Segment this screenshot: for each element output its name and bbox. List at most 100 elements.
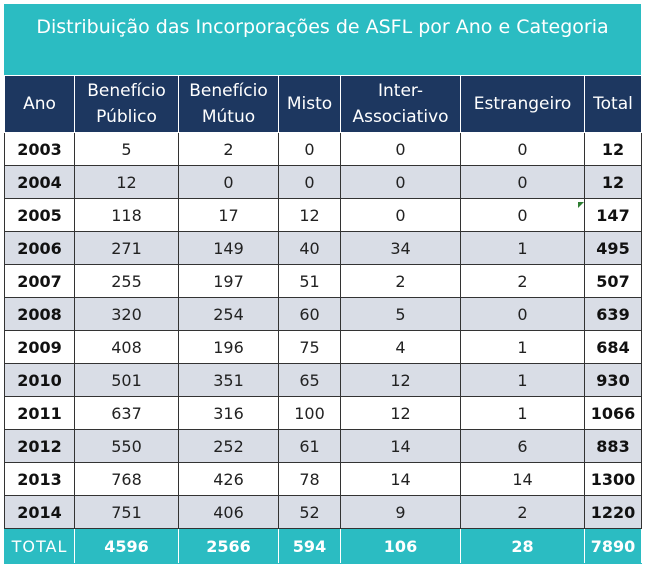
cell-total: 507 bbox=[584, 264, 642, 298]
table-row: 2011 637 316 100 12 1 1066 bbox=[4, 396, 642, 430]
cell-mutual-benefit: 196 bbox=[178, 330, 279, 364]
table-row: 2005 118 17 12 0 0 147 bbox=[4, 198, 642, 232]
cell-year: 2011 bbox=[4, 396, 75, 430]
cell-foreign: 1 bbox=[460, 396, 585, 430]
cell-year: 2004 bbox=[4, 165, 75, 199]
cell-total: 930 bbox=[584, 363, 642, 397]
table-row: 2008 320 254 60 5 0 639 bbox=[4, 297, 642, 331]
cell-inter-associative: 4 bbox=[340, 330, 461, 364]
cell-public-benefit: 118 bbox=[74, 198, 179, 232]
cell-year: 2008 bbox=[4, 297, 75, 331]
cell-mutual-benefit: 197 bbox=[178, 264, 279, 298]
cell-mixed: 52 bbox=[278, 495, 341, 529]
cell-mixed: 100 bbox=[278, 396, 341, 430]
cell-foreign: 1 bbox=[460, 231, 585, 265]
cell-total: 1300 bbox=[584, 462, 642, 496]
cell-mixed: 78 bbox=[278, 462, 341, 496]
cell-mixed: 0 bbox=[278, 165, 341, 199]
cell-foreign: 0 bbox=[460, 198, 585, 232]
totals-row: TOTAL 4596 2566 594 106 28 7890 bbox=[4, 528, 642, 564]
cell-foreign: 0 bbox=[460, 132, 585, 166]
cell-inter-associative: 5 bbox=[340, 297, 461, 331]
cell-inter-associative: 14 bbox=[340, 462, 461, 496]
cell-mutual-benefit: 254 bbox=[178, 297, 279, 331]
header-mutual-benefit: Benefício Mútuo bbox=[178, 75, 279, 133]
cell-inter-associative: 34 bbox=[340, 231, 461, 265]
header-public-benefit: Benefício Público bbox=[74, 75, 179, 133]
cell-inter-associative: 14 bbox=[340, 429, 461, 463]
cell-mutual-benefit: 351 bbox=[178, 363, 279, 397]
cell-foreign: 2 bbox=[460, 495, 585, 529]
cell-total: 12 bbox=[584, 165, 642, 199]
table-row: 2007 255 197 51 2 2 507 bbox=[4, 264, 642, 298]
cell-mixed: 12 bbox=[278, 198, 341, 232]
cell-mixed: 65 bbox=[278, 363, 341, 397]
header-total: Total bbox=[584, 75, 642, 133]
cell-total: 12 bbox=[584, 132, 642, 166]
cell-mutual-benefit: 316 bbox=[178, 396, 279, 430]
cell-year: 2012 bbox=[4, 429, 75, 463]
cell-foreign: 0 bbox=[460, 297, 585, 331]
cell-mixed: 0 bbox=[278, 132, 341, 166]
totals-cell: 4596 bbox=[74, 528, 179, 564]
cell-total: 1220 bbox=[584, 495, 642, 529]
cell-public-benefit: 550 bbox=[74, 429, 179, 463]
header-foreign: Estrangeiro bbox=[460, 75, 585, 133]
cell-mutual-benefit: 149 bbox=[178, 231, 279, 265]
header-inter-associative: Inter-Associativo bbox=[340, 75, 461, 133]
cell-mixed: 60 bbox=[278, 297, 341, 331]
cell-foreign: 2 bbox=[460, 264, 585, 298]
table-title: Distribuição das Incorporações de ASFL p… bbox=[4, 4, 641, 75]
table-row: 2009 408 196 75 4 1 684 bbox=[4, 330, 642, 364]
cell-foreign: 1 bbox=[460, 330, 585, 364]
cell-public-benefit: 637 bbox=[74, 396, 179, 430]
cell-year: 2009 bbox=[4, 330, 75, 364]
cell-mutual-benefit: 406 bbox=[178, 495, 279, 529]
table-row: 2013 768 426 78 14 14 1300 bbox=[4, 462, 642, 496]
cell-public-benefit: 320 bbox=[74, 297, 179, 331]
cell-total: 1066 bbox=[584, 396, 642, 430]
table-row: 2012 550 252 61 14 6 883 bbox=[4, 429, 642, 463]
cell-foreign: 1 bbox=[460, 363, 585, 397]
cell-mutual-benefit: 252 bbox=[178, 429, 279, 463]
cell-mixed: 40 bbox=[278, 231, 341, 265]
table-row: 2003 5 2 0 0 0 12 bbox=[4, 132, 642, 166]
cell-year: 2007 bbox=[4, 264, 75, 298]
cell-mixed: 51 bbox=[278, 264, 341, 298]
totals-cell: 594 bbox=[278, 528, 341, 564]
cell-inter-associative: 12 bbox=[340, 396, 461, 430]
cell-public-benefit: 501 bbox=[74, 363, 179, 397]
cell-public-benefit: 255 bbox=[74, 264, 179, 298]
cell-mutual-benefit: 2 bbox=[178, 132, 279, 166]
table-row: 2010 501 351 65 12 1 930 bbox=[4, 363, 642, 397]
cell-mutual-benefit: 17 bbox=[178, 198, 279, 232]
cell-inter-associative: 0 bbox=[340, 132, 461, 166]
cell-inter-associative: 2 bbox=[340, 264, 461, 298]
cell-total: 883 bbox=[584, 429, 642, 463]
cell-year: 2010 bbox=[4, 363, 75, 397]
table-row: 2004 12 0 0 0 0 12 bbox=[4, 165, 642, 199]
cell-total: 684 bbox=[584, 330, 642, 364]
cell-inter-associative: 12 bbox=[340, 363, 461, 397]
totals-cell: 2566 bbox=[178, 528, 279, 564]
totals-label: TOTAL bbox=[4, 528, 75, 564]
cell-foreign: 0 bbox=[460, 165, 585, 199]
cell-inter-associative: 9 bbox=[340, 495, 461, 529]
statistics-table-container: Distribuição das Incorporações de ASFL p… bbox=[4, 4, 642, 564]
cell-year: 2013 bbox=[4, 462, 75, 496]
cell-public-benefit: 408 bbox=[74, 330, 179, 364]
cell-mutual-benefit: 0 bbox=[178, 165, 279, 199]
cell-mutual-benefit: 426 bbox=[178, 462, 279, 496]
cell-year: 2003 bbox=[4, 132, 75, 166]
cell-total: 147 bbox=[584, 198, 642, 232]
cell-year: 2005 bbox=[4, 198, 75, 232]
data-table: Ano Benefício Público Benefício Mútuo Mi… bbox=[4, 75, 642, 564]
header-mixed: Misto bbox=[278, 75, 341, 133]
table-row: 2014 751 406 52 9 2 1220 bbox=[4, 495, 642, 529]
cell-mixed: 61 bbox=[278, 429, 341, 463]
cell-inter-associative: 0 bbox=[340, 165, 461, 199]
cell-year: 2006 bbox=[4, 231, 75, 265]
cell-foreign: 6 bbox=[460, 429, 585, 463]
cell-public-benefit: 271 bbox=[74, 231, 179, 265]
cell-year: 2014 bbox=[4, 495, 75, 529]
